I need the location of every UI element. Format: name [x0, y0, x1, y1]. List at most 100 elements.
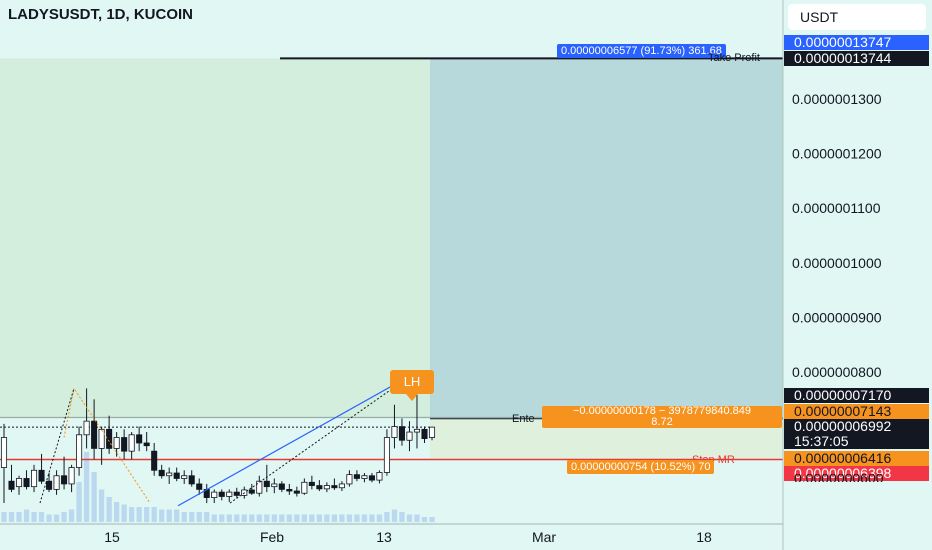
- candle-body: [218, 491, 225, 497]
- candle: [211, 489, 218, 504]
- candle-body: [53, 475, 60, 490]
- volume-bar: [316, 514, 322, 522]
- volume-bar: [309, 514, 315, 522]
- candle: [98, 426, 105, 465]
- pattern-dotted-line: [63, 387, 151, 504]
- candle-body: [76, 434, 83, 468]
- candle-body: [376, 472, 383, 481]
- candle-body: [136, 434, 143, 444]
- price-tag-13747: 0.00000013747: [784, 35, 929, 50]
- pattern-dotted-line-3: [229, 374, 413, 504]
- candle: [0, 423, 8, 504]
- candle: [428, 426, 436, 441]
- candle: [233, 487, 240, 498]
- candle: [38, 453, 45, 484]
- volume-bar: [219, 514, 225, 522]
- volume-bar: [234, 514, 240, 522]
- price-tag-6416: 0.00000006416: [784, 451, 929, 466]
- candle: [23, 470, 30, 490]
- candle-body: [121, 437, 128, 452]
- candle: [218, 489, 225, 501]
- candle: [166, 467, 173, 484]
- volume-bar: [91, 472, 97, 522]
- candle: [308, 475, 315, 490]
- candle: [316, 480, 323, 492]
- y-tick-label: 0.0000001200: [792, 146, 882, 162]
- candle: [421, 426, 428, 443]
- entry-stat: −0.00000000178 − 3978779840.849 8.72: [542, 406, 782, 428]
- candle-body: [113, 437, 120, 449]
- candle-body: [361, 475, 368, 479]
- volume-bar: [414, 514, 420, 522]
- currency-selector[interactable]: USDT: [788, 4, 926, 30]
- candle-body: [46, 480, 53, 490]
- x-tick-label: 18: [696, 529, 712, 545]
- candle: [53, 470, 60, 495]
- volume-bar: [23, 509, 30, 522]
- volume-bar: [271, 514, 277, 522]
- volume-bar: [256, 514, 262, 522]
- y-tick-label: 0.0000001100: [792, 200, 881, 216]
- volume-bar: [129, 507, 135, 522]
- x-tick-label: 15: [104, 529, 120, 545]
- countdown-timer: 15:37:05: [794, 433, 849, 449]
- lh-pointer: [406, 394, 418, 401]
- candle-body: [301, 481, 308, 494]
- volume-bar: [144, 507, 150, 522]
- candle-body: [428, 426, 436, 438]
- candle: [293, 486, 300, 497]
- candle: [383, 429, 390, 476]
- volume-bar: [399, 512, 405, 522]
- target-zone: [430, 58, 783, 419]
- trend-line: [177, 374, 413, 507]
- candle-body: [308, 481, 315, 486]
- candle-body: [38, 469, 45, 482]
- candle: [91, 399, 98, 460]
- y-tick-label: 0.0000001000: [792, 255, 882, 271]
- volume-bar: [53, 514, 60, 522]
- candle: [15, 475, 23, 495]
- candle-body: [421, 428, 428, 440]
- candle-body: [316, 485, 323, 490]
- candle: [61, 456, 68, 490]
- volume-bar: [83, 452, 90, 522]
- volume-bar: [38, 512, 45, 522]
- volume-bar: [354, 514, 360, 522]
- volume-bar: [369, 514, 375, 522]
- volume-bar: [8, 512, 15, 522]
- volume-bar: [46, 514, 52, 522]
- candle-body: [158, 469, 165, 477]
- candle-body: [0, 437, 8, 468]
- candle: [226, 489, 233, 502]
- x-tick-label: 13: [376, 529, 392, 545]
- candle-body: [271, 483, 278, 488]
- candle-body: [413, 428, 421, 433]
- price-tag-6398: 0.00000006398: [784, 466, 929, 481]
- candle: [361, 473, 368, 483]
- take-profit-label: Take Profit: [708, 52, 760, 64]
- candle: [151, 442, 158, 476]
- volume-bar: [339, 514, 345, 522]
- candle-body: [188, 475, 195, 485]
- volume-bar: [1, 512, 7, 522]
- candle-body: [91, 420, 98, 449]
- candle-body: [68, 467, 75, 485]
- candle: [391, 404, 398, 449]
- volume-bar: [166, 509, 172, 522]
- candle: [353, 470, 360, 482]
- candle: [323, 482, 330, 493]
- candle: [256, 475, 263, 497]
- y-tick-label: 0.0000001300: [792, 91, 882, 107]
- candle-body: [346, 474, 353, 485]
- volume-bar: [264, 514, 270, 522]
- candle-body: [61, 475, 68, 485]
- candle: [181, 470, 188, 484]
- last-price-value: 0.00000006992: [794, 419, 892, 434]
- volume-bar: [376, 514, 383, 522]
- volume-bar: [61, 512, 67, 522]
- volume-bar: [204, 512, 210, 522]
- candle: [368, 473, 375, 483]
- volume-bar: [68, 509, 75, 522]
- volume-bar: [346, 514, 353, 522]
